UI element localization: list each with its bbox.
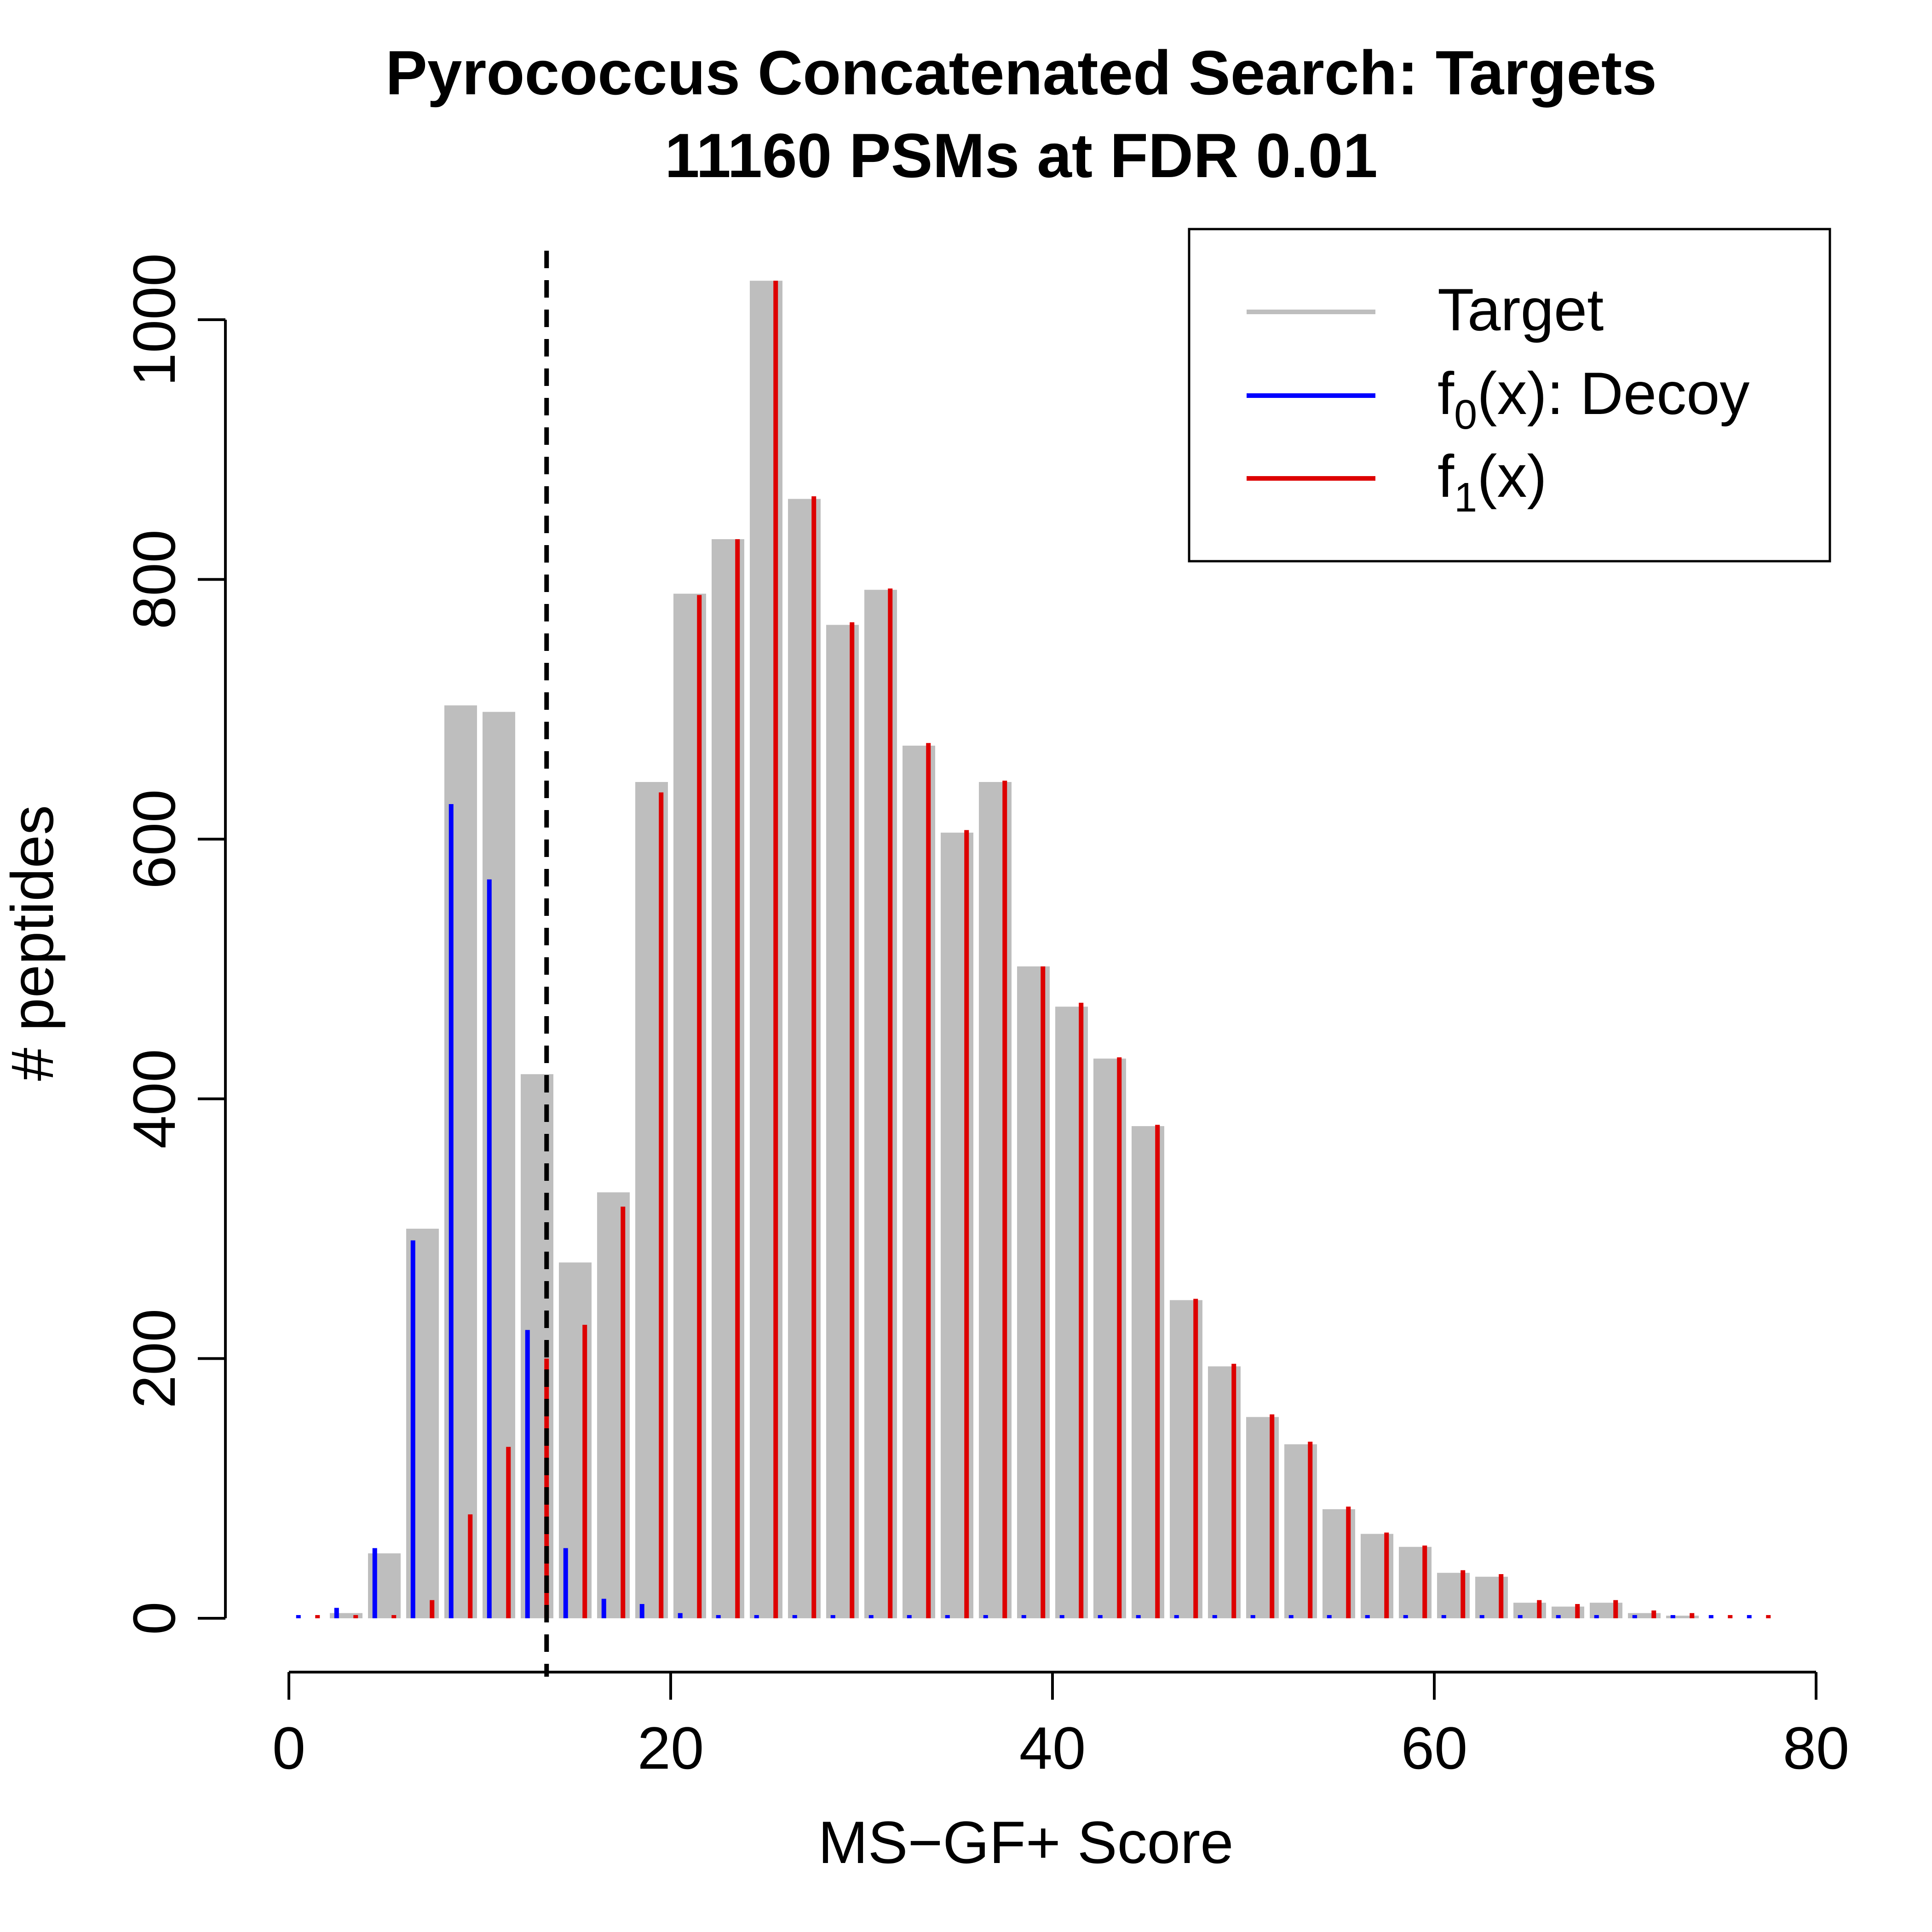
legend-decoy-rest: (x): Decoy — [1477, 360, 1749, 427]
legend: Target f0(x): Decoy f1(x) — [1188, 228, 1831, 563]
y-tick-label-800: 800 — [121, 529, 188, 629]
x-axis-label: MS−GF+ Score — [818, 1809, 1233, 1876]
x-tick-label-20: 20 — [638, 1714, 704, 1782]
chart-title: Pyrococcus Concatenated Search: Targets — [385, 38, 1657, 108]
legend-f1-f: f — [1438, 443, 1455, 510]
chart-subtitle: 11160 PSMs at FDR 0.01 — [665, 121, 1378, 190]
x-axis-ticks: 0 20 40 60 80 — [272, 1672, 1849, 1782]
y-axis-label: # peptides — [0, 805, 66, 1081]
y-tick-label-1000: 1000 — [121, 253, 188, 386]
target-bar-70 — [1628, 1613, 1661, 1618]
legend-decoy-subscript: 0 — [1454, 392, 1477, 438]
legend-decoy-f: f — [1438, 360, 1455, 427]
legend-label-decoy: f0(x): Decoy — [1438, 360, 1750, 438]
y-tick-label-600: 600 — [121, 789, 188, 889]
y-tick-label-0: 0 — [121, 1602, 188, 1635]
x-tick-label-40: 40 — [1019, 1714, 1086, 1782]
legend-f1-subscript: 1 — [1454, 475, 1477, 521]
legend-f1-rest: (x) — [1477, 443, 1547, 510]
decoy-spikes — [296, 804, 1752, 1618]
y-tick-label-400: 400 — [121, 1049, 188, 1149]
legend-label-f1: f1(x) — [1438, 443, 1547, 521]
x-tick-label-80: 80 — [1783, 1714, 1850, 1782]
y-axis-ticks: 0 200 400 600 800 1000 — [121, 253, 225, 1635]
x-tick-label-60: 60 — [1401, 1714, 1468, 1782]
target-bar-2 — [330, 1613, 362, 1618]
target-bar-72 — [1666, 1616, 1699, 1618]
legend-label-target: Target — [1438, 276, 1604, 343]
y-tick-label-200: 200 — [121, 1309, 188, 1409]
f1-spikes — [315, 281, 1771, 1618]
x-tick-label-0: 0 — [272, 1714, 305, 1782]
